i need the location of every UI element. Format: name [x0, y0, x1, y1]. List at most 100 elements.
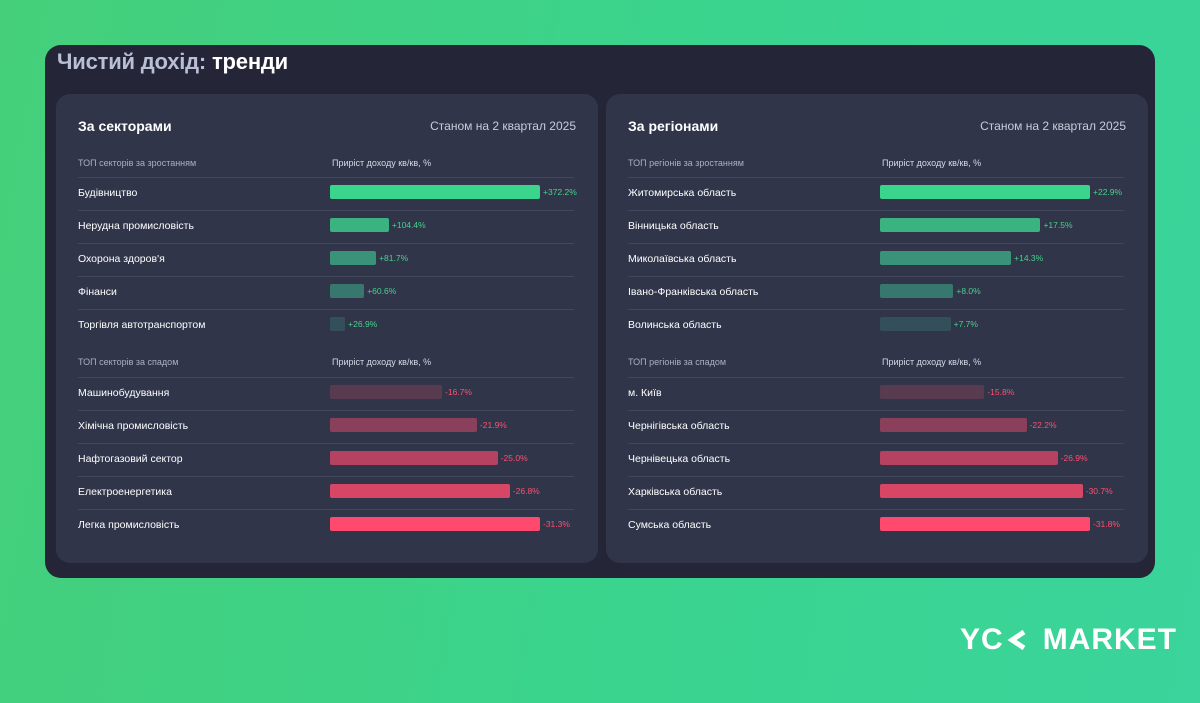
bar: [330, 385, 443, 399]
bar-row: Чернігівська область -22.2%: [628, 410, 1124, 443]
value-column-label: Приріст доходу кв/кв, %: [882, 357, 982, 367]
page-title: Чистий дохід: тренди: [57, 49, 288, 75]
bar: [880, 185, 1090, 199]
category-label: Сумська область: [628, 519, 712, 531]
brand-chevron-icon: [1007, 629, 1026, 651]
category-label: Хімічна промисловість: [78, 420, 189, 432]
section-label: ТОП регіонів за зростанням: [628, 158, 744, 168]
category-label: Фінанси: [78, 286, 117, 298]
bar-row: Нерудна промисловість +104.4%: [78, 210, 574, 243]
panel-date: Станом на 2 квартал 2025: [980, 119, 1126, 133]
category-label: Івано-Франківська область: [628, 286, 759, 298]
bar-value-label: -16.7%: [445, 387, 472, 397]
bar-row: Електроенергетика -26.8%: [78, 476, 574, 509]
bar: [330, 185, 540, 199]
category-label: Вінницька область: [628, 220, 719, 232]
sectors-panel: За секторами Станом на 2 квартал 2025 ТО…: [56, 94, 598, 563]
bar: [880, 385, 985, 399]
bar-value-label: -30.7%: [1085, 486, 1113, 496]
bar: [880, 251, 1012, 265]
category-label: м. Київ: [628, 387, 662, 399]
bar: [880, 484, 1083, 498]
bar: [880, 418, 1027, 432]
bar-row: м. Київ -15.8%: [628, 377, 1124, 410]
bar-row: Вінницька область +17.5%: [628, 210, 1124, 243]
bar-value-label: -31.3%: [543, 519, 570, 529]
value-column-label: Приріст доходу кв/кв, %: [332, 158, 432, 168]
bar-value-label: +22.9%: [1093, 187, 1123, 197]
bar-row: Будівництво +372.2%: [78, 177, 577, 210]
panel-title: За секторами: [78, 118, 172, 134]
bar-value-label: -26.9%: [1060, 453, 1088, 463]
bar-value-label: +17.5%: [1043, 220, 1073, 230]
section-header: ТОП регіонів за спадом Приріст доходу кв/…: [628, 357, 1124, 371]
bar-row: Охорона здоров'я +81.7%: [78, 243, 574, 276]
bar-row: Нафтогазовий сектор -25.0%: [78, 443, 574, 476]
bar-value-label: +26.9%: [348, 319, 378, 329]
bar-value-label: +81.7%: [379, 253, 409, 263]
bar-value-label: +8.0%: [956, 286, 981, 296]
category-label: Чернігівська область: [628, 420, 730, 432]
category-label: Нерудна промисловість: [78, 220, 194, 232]
bar: [880, 451, 1058, 465]
brand-name: MARKET: [1042, 623, 1178, 656]
bar: [330, 451, 498, 465]
bar-value-label: -22.2%: [1029, 420, 1057, 430]
bar-value-label: -21.9%: [479, 420, 507, 430]
regions-panel: За регіонами Станом на 2 квартал 2025 ТО…: [606, 94, 1148, 563]
brand-letters: YC: [960, 623, 1004, 656]
bar: [880, 218, 1041, 232]
bar-row: Житомирська область +22.9%: [628, 177, 1124, 210]
bar-row: Хімічна промисловість -21.9%: [78, 410, 574, 443]
bar: [330, 317, 346, 331]
section-header: ТОП регіонів за зростанням Приріст доходу…: [628, 158, 1124, 172]
yc-market-logo: YC MARKET: [960, 622, 1177, 658]
brand-mark: YC: [960, 623, 1043, 657]
section-header: ТОП секторів за спадом Приріст доходу кв/…: [78, 357, 574, 371]
category-label: Торгівля автотранспортом: [78, 319, 206, 331]
bar-row: Чернівецька область -26.9%: [628, 443, 1124, 476]
bar-value-label: +14.3%: [1014, 253, 1044, 263]
bar: [330, 484, 510, 498]
category-label: Охорона здоров'я: [78, 253, 165, 265]
bar: [330, 284, 365, 298]
page-title-part2: тренди: [211, 49, 289, 74]
category-label: Харківська область: [628, 486, 723, 498]
section-label: ТОП секторів за спадом: [78, 357, 179, 367]
category-label: Нафтогазовий сектор: [78, 453, 183, 465]
category-label: Житомирська область: [628, 187, 737, 199]
category-label: Машинобудування: [78, 387, 170, 399]
value-column-label: Приріст доходу кв/кв, %: [882, 158, 982, 168]
category-label: Чернівецька область: [628, 453, 731, 465]
section-header: ТОП секторів за зростанням Приріст доходу…: [78, 158, 574, 172]
bar-row: Харківська область -30.7%: [628, 476, 1124, 509]
bar-value-label: -31.8%: [1093, 519, 1120, 529]
bar-value-label: +7.7%: [953, 319, 978, 329]
category-label: Миколаївська область: [628, 253, 737, 265]
bar: [330, 218, 389, 232]
panel-date: Станом на 2 квартал 2025: [430, 119, 576, 133]
bar-value-label: +104.4%: [391, 220, 426, 230]
bar-row: Машинобудування -16.7%: [78, 377, 574, 410]
category-label: Волинська область: [628, 319, 722, 331]
category-label: Електроенергетика: [78, 486, 172, 498]
bar: [330, 418, 477, 432]
category-label: Будівництво: [78, 187, 138, 199]
bar: [330, 251, 377, 265]
bar-value-label: +372.2%: [543, 187, 577, 197]
bar-row: Івано-Франківська область +8.0%: [628, 276, 1124, 309]
bar-value-label: -15.8%: [987, 387, 1015, 397]
section-label: ТОП секторів за зростанням: [78, 158, 197, 168]
bar: [330, 517, 540, 531]
page-title-part1: Чистий дохід:: [57, 49, 207, 74]
bar-row: Миколаївська область +14.3%: [628, 243, 1124, 276]
bar-value-label: -25.0%: [500, 453, 528, 463]
bar-row: Фінанси +60.6%: [78, 276, 574, 309]
bar-row: Сумська область -31.8%: [628, 509, 1124, 542]
bar: [880, 517, 1090, 531]
panel-title: За регіонами: [628, 118, 719, 134]
bar-row: Торгівля автотранспортом +26.9%: [78, 309, 574, 342]
bar: [880, 317, 951, 331]
trends-card: Чистий дохід: тренди За секторами Станом…: [45, 45, 1155, 578]
bar-row: Легка промисловість -31.3%: [78, 509, 574, 542]
